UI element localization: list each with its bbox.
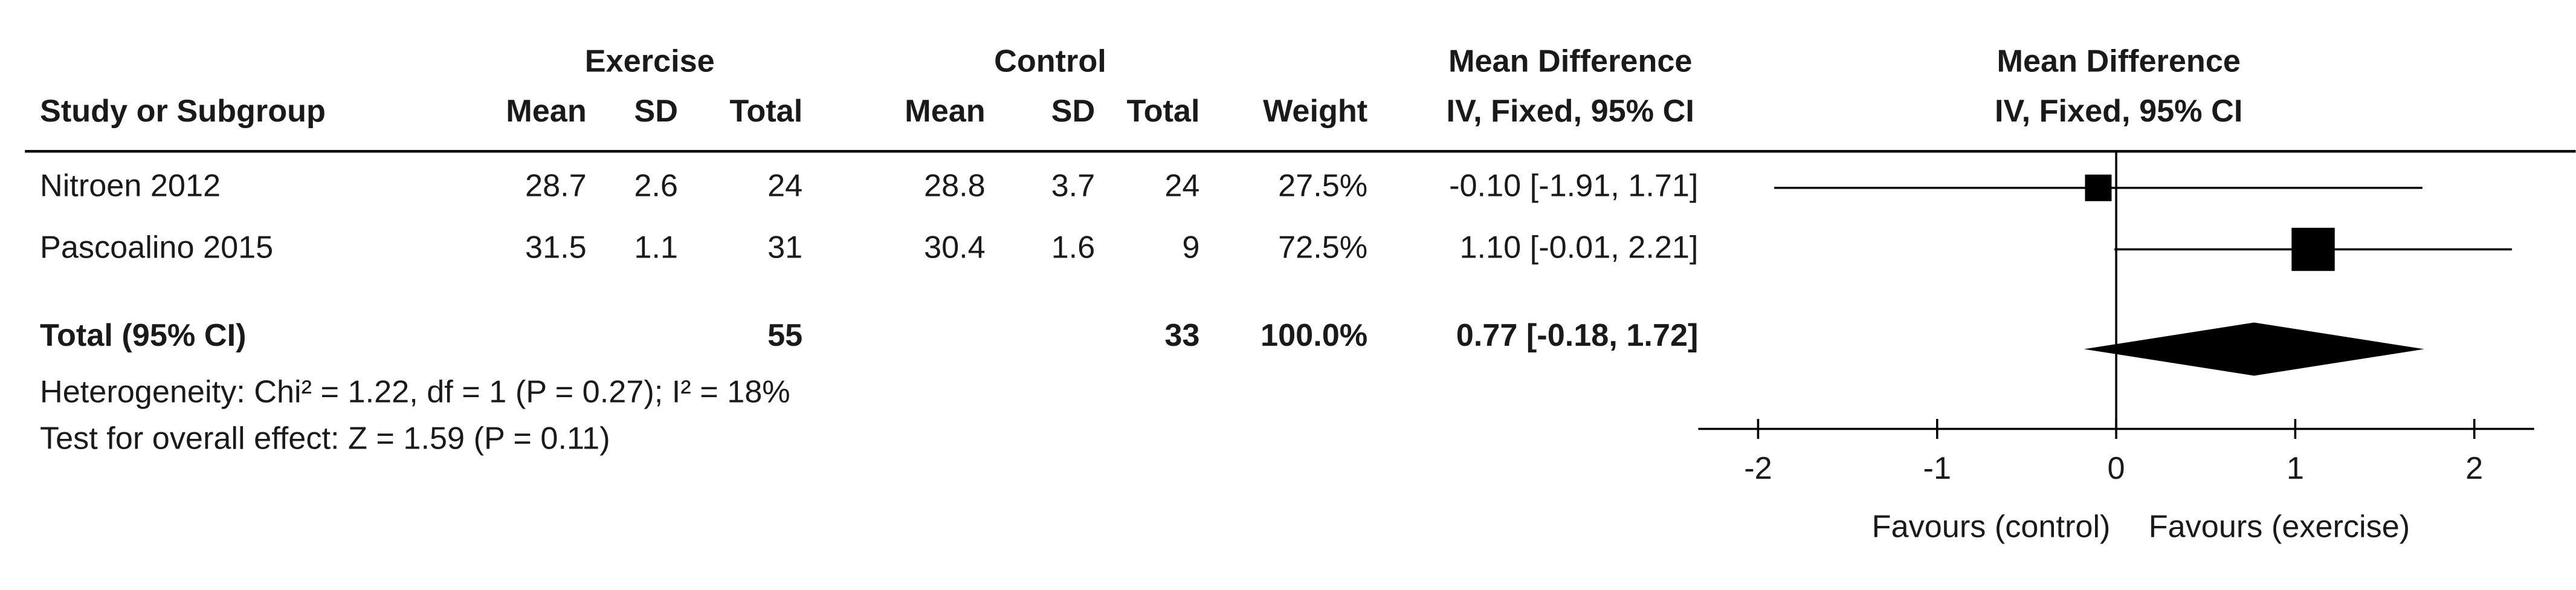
column-header: IV, Fixed, 95% CI — [1447, 94, 1694, 129]
pooled-diamond — [2084, 322, 2424, 376]
table-cell: 2.6 — [634, 169, 678, 204]
plot-subtitle: IV, Fixed, 95% CI — [1995, 94, 2242, 129]
column-header: Total — [729, 94, 802, 129]
total-cell: 33 — [1164, 318, 1199, 353]
axis-label-right: Favours (exercise) — [2149, 509, 2410, 544]
table-cell: 1.1 — [634, 230, 678, 265]
table-cell: 72.5% — [1278, 230, 1367, 265]
plot-title: Mean Difference — [1997, 44, 2241, 79]
column-header: Mean — [506, 94, 587, 129]
axis-label-left: Favours (control) — [1872, 509, 2111, 544]
total-cell: 0.77 [-0.18, 1.72] — [1456, 318, 1699, 353]
column-header: Mean — [905, 94, 986, 129]
note: Test for overall effect: Z = 1.59 (P = 0… — [40, 421, 610, 456]
table-cell: 3.7 — [1051, 169, 1096, 204]
table-cell: Nitroen 2012 — [40, 169, 221, 204]
group-header: Mean Difference — [1448, 44, 1693, 79]
column-header: Total — [1127, 94, 1200, 129]
column-header: Study or Subgroup — [40, 94, 326, 129]
study-estimate — [2085, 174, 2112, 201]
total-label: Total (95% CI) — [40, 318, 246, 353]
table-cell: 24 — [767, 169, 802, 204]
x-tick-label: -1 — [1923, 451, 1951, 486]
x-tick-label: 1 — [2287, 451, 2304, 486]
table-cell: 30.4 — [924, 230, 986, 265]
table-cell: 27.5% — [1278, 169, 1367, 204]
table-cell: -0.10 [-1.91, 1.71] — [1449, 169, 1698, 204]
column-header: SD — [634, 94, 678, 129]
table-cell: 1.6 — [1051, 230, 1096, 265]
study-estimate — [2291, 227, 2335, 271]
table-cell: 9 — [1182, 230, 1199, 265]
group-header: Exercise — [585, 44, 715, 79]
table-cell: 28.7 — [525, 169, 587, 204]
column-header: Weight — [1263, 94, 1367, 129]
table-cell: Pascoalino 2015 — [40, 230, 273, 265]
table-cell: 31 — [767, 230, 802, 265]
x-tick-label: 2 — [2465, 451, 2483, 486]
x-tick-label: 0 — [2108, 451, 2125, 486]
table-cell: 24 — [1164, 169, 1199, 204]
table-cell: 28.8 — [924, 169, 986, 204]
x-tick-label: -2 — [1744, 451, 1772, 486]
column-header: SD — [1051, 94, 1096, 129]
total-cell: 100.0% — [1261, 318, 1367, 353]
note: Heterogeneity: Chi² = 1.22, df = 1 (P = … — [40, 375, 790, 410]
table-cell: 1.10 [-0.01, 2.21] — [1460, 230, 1699, 265]
group-header: Control — [994, 44, 1106, 79]
table-cell: 31.5 — [525, 230, 587, 265]
total-cell: 55 — [767, 318, 802, 353]
